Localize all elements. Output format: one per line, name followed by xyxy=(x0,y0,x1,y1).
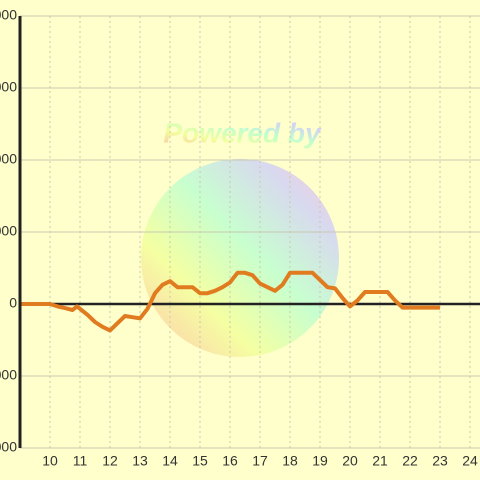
line-series xyxy=(20,270,441,333)
x-tick-label: 16 xyxy=(222,453,238,469)
y-tick-label: 12,000 xyxy=(0,7,17,23)
watermark-logo xyxy=(141,159,339,357)
x-tick-label: 20 xyxy=(342,453,358,469)
x-tick-label: 22 xyxy=(402,453,418,469)
x-tick-label: 19 xyxy=(312,453,328,469)
y-tick-label: 3,000 xyxy=(0,223,17,239)
x-tick-label: 18 xyxy=(282,453,298,469)
x-tick-label: 13 xyxy=(132,453,148,469)
y-tick-label: 9,000 xyxy=(0,79,17,95)
x-tick-label: 24 xyxy=(462,453,478,469)
y-tick-label: -6,000 xyxy=(0,439,17,455)
x-tick-label: 17 xyxy=(252,453,268,469)
y-tick-label: 6,000 xyxy=(0,151,17,167)
x-tick-label: 21 xyxy=(372,453,388,469)
watermark-text: Powered by xyxy=(163,117,322,148)
y-tick-label: 0 xyxy=(9,295,17,311)
x-tick-label: 10 xyxy=(42,453,58,469)
x-tick-label: 14 xyxy=(162,453,178,469)
y-tick-label: -3,000 xyxy=(0,367,17,383)
x-tick-label: 23 xyxy=(432,453,448,469)
x-tick-label: 15 xyxy=(192,453,208,469)
x-tick-label: 11 xyxy=(73,453,88,469)
x-tick-label: 12 xyxy=(102,453,118,469)
